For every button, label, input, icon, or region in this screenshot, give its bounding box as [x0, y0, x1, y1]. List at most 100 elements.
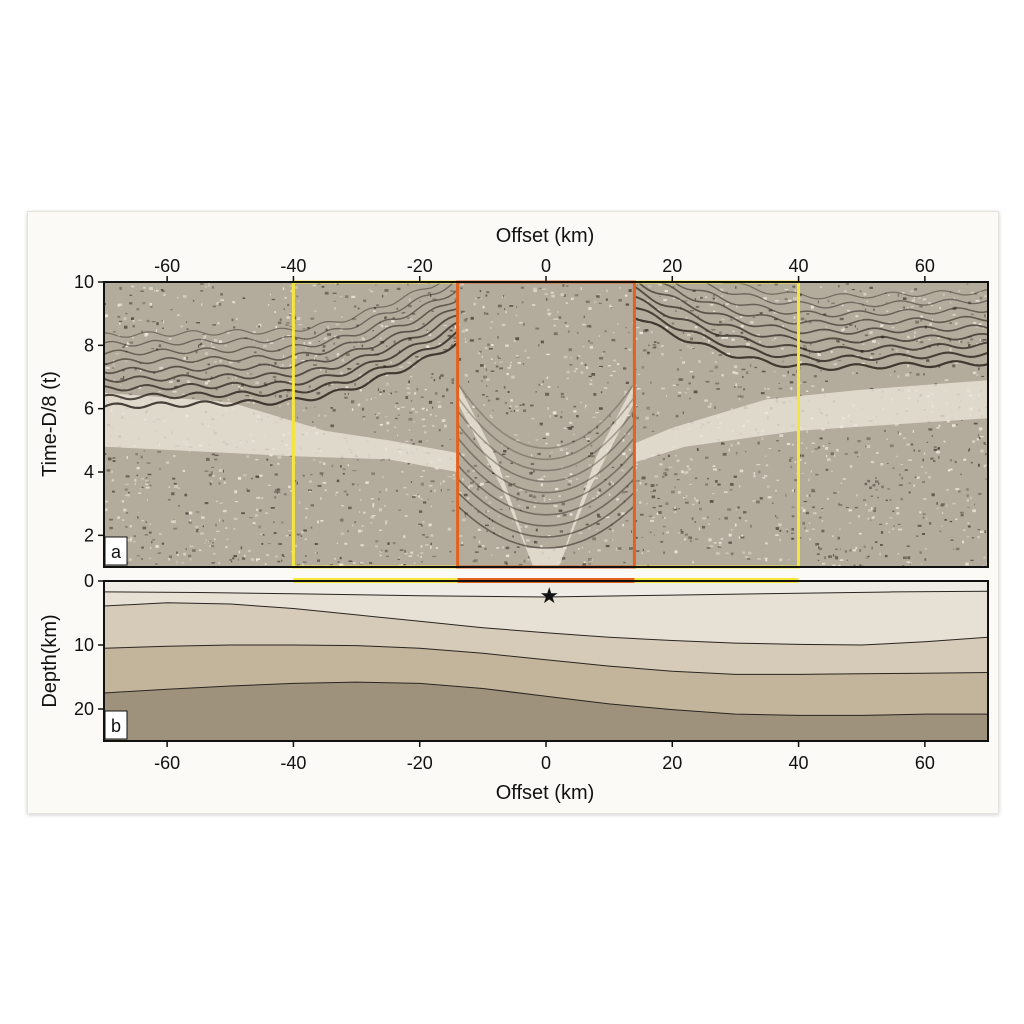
noise-speck [347, 464, 349, 467]
model-layers [104, 581, 988, 741]
noise-speck [372, 504, 374, 508]
noise-speck [650, 484, 655, 487]
noise-speck [159, 467, 161, 470]
noise-speck [153, 372, 156, 374]
noise-speck [937, 447, 940, 450]
noise-speck [563, 294, 566, 297]
noise-speck [730, 483, 734, 486]
noise-speck [897, 523, 901, 525]
noise-speck [514, 434, 518, 436]
noise-speck [950, 539, 954, 541]
noise-speck [518, 489, 523, 491]
noise-speck [954, 322, 958, 325]
noise-speck [487, 463, 489, 465]
noise-speck [616, 498, 619, 501]
noise-speck [740, 395, 744, 398]
noise-speck [739, 485, 741, 488]
noise-speck [540, 340, 544, 344]
noise-speck [388, 392, 391, 395]
quiet-zone [104, 392, 458, 472]
noise-speck [713, 468, 717, 471]
noise-speck [733, 475, 737, 478]
noise-speck [657, 342, 660, 344]
figure-card: a -60 -40 -20 0 20 40 60 2 4 6 8 10 Offset (km) Ti… [27, 211, 999, 814]
noise-speck [654, 475, 659, 478]
noise-speck [799, 459, 802, 461]
noise-speck [219, 477, 222, 480]
noise-speck [305, 507, 308, 510]
noise-speck [397, 407, 400, 410]
noise-speck [409, 464, 412, 466]
noise-speck [760, 392, 765, 395]
noise-speck [486, 530, 488, 532]
noise-speck [833, 363, 837, 366]
noise-speck [499, 361, 503, 363]
noise-speck [564, 322, 567, 324]
noise-speck [283, 493, 287, 496]
noise-speck [185, 512, 189, 515]
noise-speck [409, 376, 413, 378]
noise-speck [675, 455, 677, 457]
noise-speck [535, 391, 537, 393]
noise-speck [582, 345, 585, 348]
noise-speck [821, 508, 824, 510]
noise-speck [125, 475, 130, 478]
reflection-event [634, 295, 988, 353]
noise-speck [393, 340, 396, 344]
noise-speck [778, 387, 783, 390]
noise-speck [774, 370, 776, 373]
noise-speck [508, 407, 511, 409]
noise-speck [386, 429, 389, 432]
noise-speck [132, 325, 135, 328]
noise-speck [553, 504, 558, 508]
noise-speck [134, 479, 137, 482]
noise-speck [467, 381, 470, 383]
noise-speck [686, 471, 689, 474]
noise-speck [334, 557, 336, 560]
noise-speck [246, 455, 250, 458]
noise-speck [420, 482, 424, 486]
noise-speck [104, 453, 107, 455]
x-tick-label: 0 [541, 753, 551, 773]
x-tick-label: -60 [154, 753, 180, 773]
noise-speck [818, 547, 823, 551]
noise-speck [817, 559, 820, 561]
noise-speck [730, 318, 733, 321]
model-layer [104, 682, 988, 741]
noise-speck [811, 450, 814, 453]
noise-speck [618, 299, 622, 302]
noise-speck [966, 283, 969, 285]
noise-speck [955, 518, 958, 521]
noise-speck [538, 344, 540, 347]
noise-speck [657, 411, 660, 414]
noise-speck [949, 348, 952, 352]
noise-speck [970, 496, 972, 500]
noise-speck [380, 460, 382, 462]
noise-speck [503, 450, 507, 453]
noise-speck [208, 540, 212, 543]
noise-speck [728, 448, 730, 452]
noise-speck [401, 470, 404, 473]
noise-speck [735, 508, 737, 511]
noise-speck [210, 376, 213, 379]
noise-speck [739, 469, 744, 473]
noise-speck [543, 475, 546, 477]
noise-speck [246, 488, 248, 491]
noise-speck [880, 463, 884, 466]
noise-speck [976, 343, 978, 345]
noise-speck [753, 472, 755, 475]
noise-speck [148, 531, 152, 534]
noise-speck [283, 555, 285, 558]
noise-speck [692, 561, 694, 564]
noise-speck [901, 476, 904, 480]
noise-speck [698, 360, 701, 363]
noise-speck [765, 558, 768, 562]
noise-speck [854, 451, 858, 454]
noise-speck [896, 455, 898, 458]
noise-speck [378, 508, 382, 512]
noise-speck [487, 399, 491, 402]
noise-speck [385, 415, 388, 418]
noise-speck [507, 447, 509, 450]
noise-speck [835, 556, 839, 560]
noise-speck [396, 287, 401, 290]
